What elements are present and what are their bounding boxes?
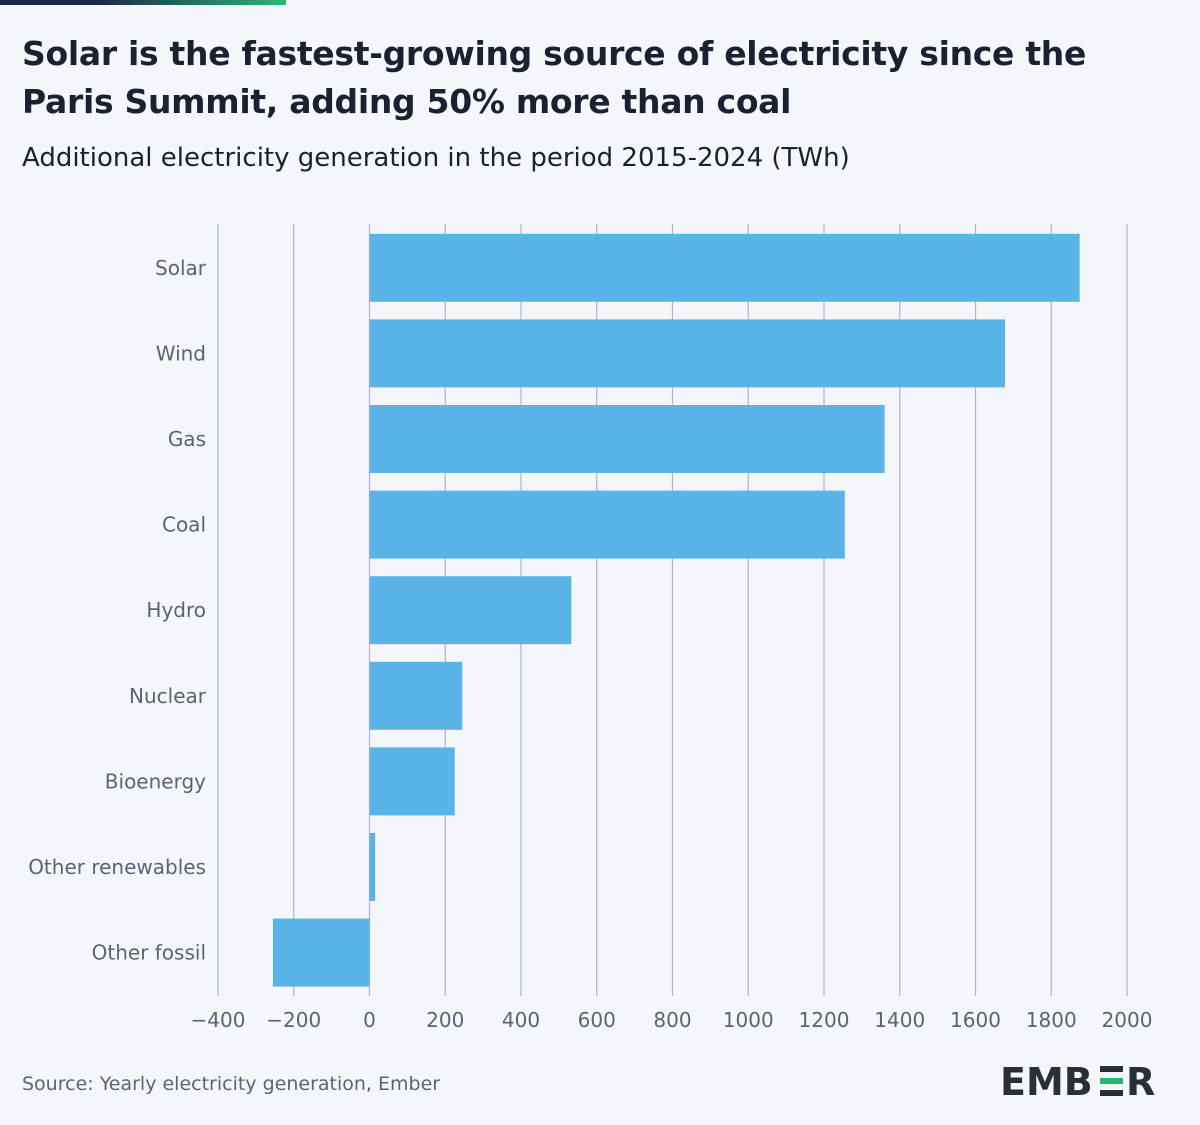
ember-logo-e-glyph [1100, 1066, 1123, 1096]
x-tick-label: 1000 [723, 1008, 774, 1032]
category-labels: Solar Wind Gas Coal Hydro Nuclear Bioenergy Oth… [28, 256, 207, 965]
bar-other-fossil [272, 918, 370, 987]
category-label: Other renewables [28, 855, 206, 879]
x-tick-label: 200 [426, 1008, 464, 1032]
chart-title: Solar is the fastest-growing source of e… [22, 34, 1087, 121]
bar-nuclear [369, 661, 463, 730]
category-label: Nuclear [129, 684, 207, 708]
category-label: Solar [155, 256, 207, 280]
category-label: Bioenergy [105, 769, 206, 793]
bar-chart: Solar Wind Gas Coal Hydro Nuclear Bioenergy Oth… [28, 224, 1153, 1032]
category-label: Other fossil [92, 941, 206, 965]
ember-logo-text: EMB [1000, 1060, 1093, 1102]
ember-logo-text-r: R [1126, 1060, 1155, 1102]
bar-wind [369, 319, 1006, 388]
top-accent-bar [0, 0, 286, 5]
bar-coal [369, 490, 845, 559]
x-tick-label: 2000 [1102, 1008, 1153, 1032]
x-tick-label: 0 [363, 1008, 376, 1032]
category-label: Gas [168, 427, 206, 451]
bar-hydro [369, 576, 572, 645]
bar-bioenergy [369, 747, 455, 816]
x-tick-label: 1200 [799, 1008, 850, 1032]
chart-subtitle: Additional electricity generation in the… [22, 143, 850, 173]
x-tick-labels: −400 −200 0 200 400 600 800 1000 1200 1400 1600 180… [191, 1008, 1153, 1032]
bar-solar [369, 233, 1080, 302]
x-tick-label: 1800 [1026, 1008, 1077, 1032]
x-tick-label: 800 [653, 1008, 691, 1032]
bar-gas [369, 405, 885, 473]
source-note: Source: Yearly electricity generation, E… [22, 1073, 441, 1095]
bar-other-renewables [369, 833, 376, 901]
x-tick-label: −400 [191, 1008, 246, 1032]
bars [272, 233, 1080, 987]
x-tick-label: 600 [578, 1008, 616, 1032]
category-label: Wind [156, 341, 206, 365]
x-tick-label: 1400 [874, 1008, 925, 1032]
category-label: Hydro [146, 598, 206, 622]
category-label: Coal [162, 513, 206, 537]
x-tick-label: −200 [266, 1008, 321, 1032]
ember-logo: EMB R [1000, 1060, 1155, 1102]
x-tick-label: 400 [502, 1008, 540, 1032]
x-tick-label: 1600 [950, 1008, 1001, 1032]
